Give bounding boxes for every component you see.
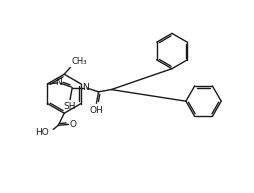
Text: N: N [82, 83, 89, 92]
Text: N: N [55, 78, 62, 87]
Text: HO: HO [35, 128, 49, 137]
Text: OH: OH [89, 106, 103, 115]
Text: O: O [69, 120, 76, 129]
Text: CH₃: CH₃ [71, 58, 87, 66]
Text: SH: SH [64, 102, 76, 111]
